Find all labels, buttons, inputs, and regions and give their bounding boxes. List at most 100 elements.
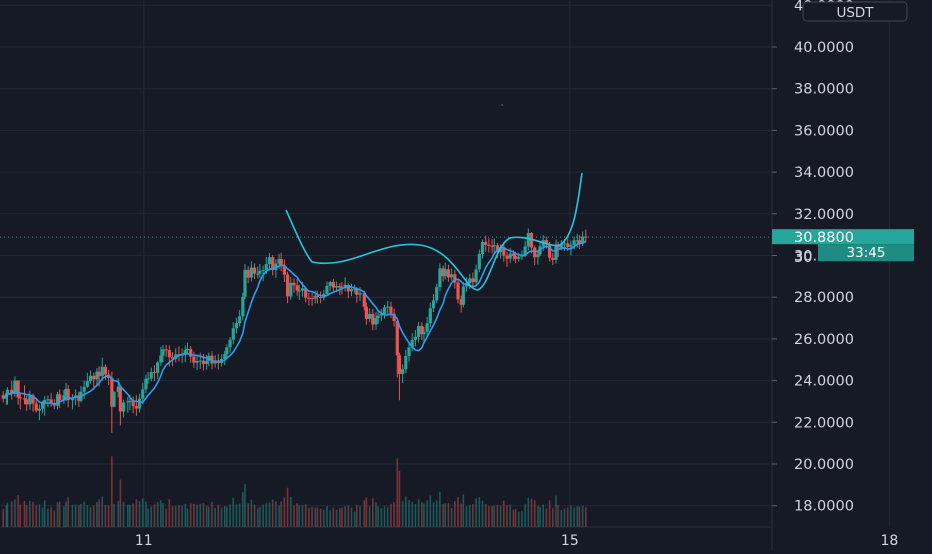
- volume-bar: [119, 479, 122, 527]
- candle-body: [252, 267, 257, 274]
- candle-body: [66, 388, 70, 401]
- volume-bar: [83, 501, 85, 527]
- volume-bar: [229, 504, 231, 527]
- candle-body: [569, 244, 573, 247]
- volume-bar: [196, 504, 198, 527]
- volume-bar: [326, 506, 328, 527]
- candle-body: [289, 282, 293, 297]
- volume-bar: [368, 506, 371, 527]
- volume-bar: [514, 508, 517, 527]
- candle-body: [450, 274, 454, 278]
- volume-bar: [576, 506, 579, 527]
- volume-bar: [347, 505, 350, 527]
- volume-bar: [283, 497, 286, 527]
- candle-body: [468, 278, 472, 284]
- volume-bar: [38, 504, 41, 527]
- candle-body: [325, 285, 329, 294]
- volume-bar: [202, 503, 205, 527]
- volume-bar: [465, 506, 468, 527]
- candle-body: [562, 243, 567, 245]
- volume-bar: [10, 501, 13, 527]
- candle-body: [201, 360, 206, 364]
- volume-bar: [506, 505, 508, 527]
- candles: [1, 228, 588, 433]
- candle-body: [189, 348, 193, 357]
- volume-bar: [462, 494, 465, 527]
- candle-body: [126, 401, 130, 403]
- candle-body: [170, 357, 175, 359]
- volume-bar: [193, 503, 195, 527]
- volume-bar: [78, 505, 80, 527]
- candle-body: [10, 389, 14, 394]
- candle-body: [544, 240, 549, 245]
- volume-bar: [356, 504, 358, 527]
- volume-bar: [383, 506, 386, 527]
- volume-bar: [168, 499, 171, 527]
- candle-body: [536, 254, 540, 258]
- volume-bar: [491, 506, 493, 527]
- candle-body: [210, 355, 214, 364]
- volume-bar: [585, 507, 587, 527]
- price-tick-label: 18.0000: [794, 499, 854, 515]
- candle-body: [146, 378, 150, 380]
- volume-bar: [530, 498, 533, 527]
- volume-bar: [232, 497, 235, 527]
- volume-bar: [250, 499, 253, 527]
- candle-body: [85, 381, 89, 387]
- volume-bar: [17, 495, 19, 527]
- volume-bar: [275, 501, 277, 527]
- volume-bar: [301, 505, 304, 527]
- currency-badge-box: [802, 1, 908, 22]
- volume-bar: [304, 504, 307, 527]
- volume-bar: [472, 504, 474, 527]
- candle-body: [551, 257, 555, 260]
- candle-body: [517, 256, 521, 259]
- candle-body: [338, 286, 342, 288]
- volume-bar: [396, 458, 399, 527]
- candle-body: [141, 389, 145, 399]
- candle-body: [62, 395, 66, 401]
- candle-body: [58, 394, 62, 401]
- volume-bar: [56, 502, 59, 527]
- volume-bar: [527, 497, 530, 527]
- volume-bar: [319, 508, 322, 527]
- volume-bar: [268, 502, 271, 527]
- volume-bar: [555, 495, 557, 527]
- volume-bar: [552, 508, 554, 527]
- candle-body: [116, 386, 120, 393]
- candle-body: [223, 354, 227, 359]
- volume-bar: [457, 497, 459, 527]
- volume-bar: [509, 504, 512, 527]
- candle-body: [41, 403, 45, 409]
- candle-body: [505, 255, 509, 259]
- candle-body: [422, 331, 426, 335]
- candle-body: [438, 268, 442, 288]
- price-tick-label: 32.0000: [794, 207, 854, 223]
- candle-body: [234, 323, 239, 329]
- countdown-box: [818, 244, 914, 262]
- candle-body: [28, 395, 32, 405]
- candle-body: [134, 406, 138, 409]
- volume-bar: [450, 508, 453, 527]
- volume-bar: [74, 504, 77, 527]
- candle-body: [310, 298, 314, 300]
- candle-body: [192, 356, 196, 363]
- time-tick-label: 15: [561, 533, 579, 549]
- volume-bar: [560, 510, 563, 527]
- candle-body: [22, 398, 27, 400]
- volume-bar: [417, 499, 420, 527]
- candle-body: [271, 257, 275, 271]
- volume-bar: [58, 501, 61, 527]
- volume-bar: [214, 507, 216, 527]
- candle-body: [307, 297, 311, 299]
- candle-body: [205, 360, 209, 364]
- volume-bar: [365, 497, 368, 527]
- volume-bar: [217, 504, 220, 527]
- candle-body: [404, 355, 408, 370]
- volume-bar: [41, 507, 44, 527]
- time-tick-label: 11: [135, 533, 153, 549]
- volume-bar: [107, 505, 110, 527]
- volume-bar: [517, 511, 520, 527]
- candle-body: [313, 295, 317, 299]
